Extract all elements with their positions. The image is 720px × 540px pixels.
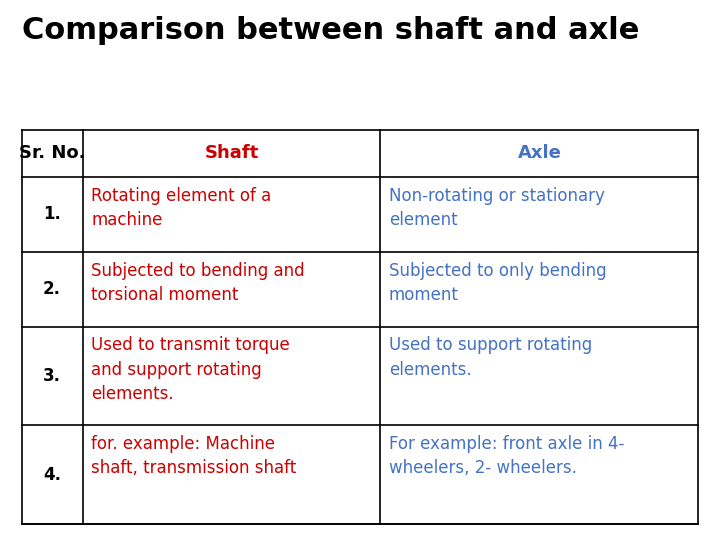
Text: Used to support rotating
elements.: Used to support rotating elements. <box>389 336 592 379</box>
Text: 1.: 1. <box>43 205 61 224</box>
Text: Shaft: Shaft <box>204 144 258 162</box>
Text: For example: front axle in 4-
wheelers, 2- wheelers.: For example: front axle in 4- wheelers, … <box>389 435 624 477</box>
Text: for. example: Machine
shaft, transmission shaft: for. example: Machine shaft, transmissio… <box>91 435 297 477</box>
Text: Sr. No.: Sr. No. <box>19 144 85 162</box>
Text: Non-rotating or stationary
element: Non-rotating or stationary element <box>389 187 605 229</box>
Text: Subjected to only bending
moment: Subjected to only bending moment <box>389 261 606 304</box>
Text: Subjected to bending and
torsional moment: Subjected to bending and torsional momen… <box>91 261 305 304</box>
Text: Used to transmit torque
and support rotating
elements.: Used to transmit torque and support rota… <box>91 336 290 403</box>
Text: Rotating element of a
machine: Rotating element of a machine <box>91 187 271 229</box>
Text: Comparison between shaft and axle: Comparison between shaft and axle <box>22 16 639 45</box>
Text: 2.: 2. <box>43 280 61 298</box>
Text: 4.: 4. <box>43 465 61 483</box>
Text: Axle: Axle <box>518 144 562 162</box>
Text: 3.: 3. <box>43 367 61 385</box>
